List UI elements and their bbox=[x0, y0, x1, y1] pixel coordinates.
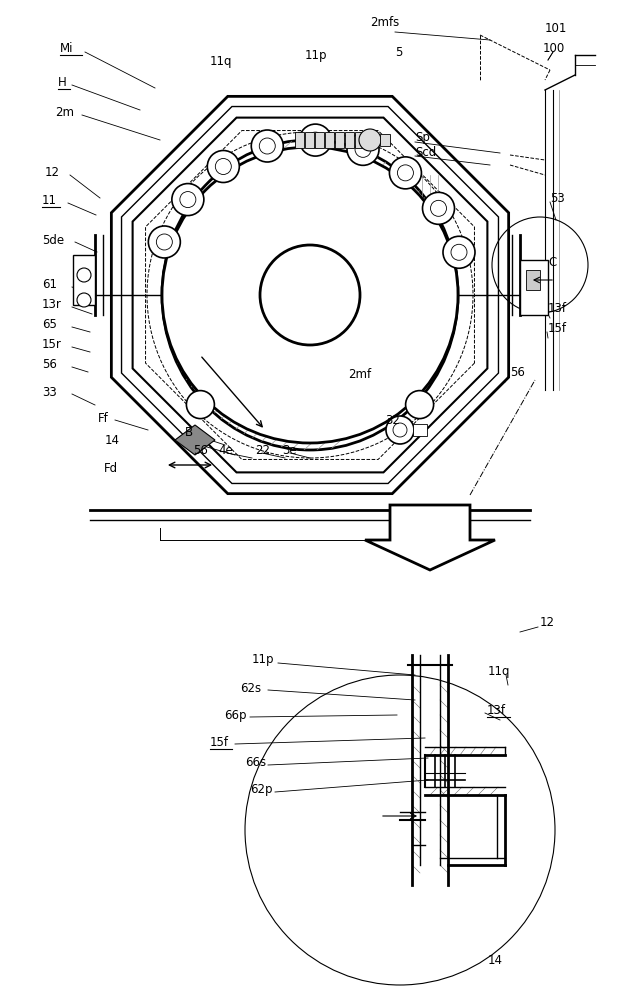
Circle shape bbox=[299, 124, 332, 156]
Circle shape bbox=[386, 416, 414, 444]
Text: 15f: 15f bbox=[548, 322, 567, 334]
Circle shape bbox=[77, 268, 91, 282]
Polygon shape bbox=[111, 96, 509, 494]
Text: 12: 12 bbox=[45, 165, 60, 178]
Text: 4e: 4e bbox=[218, 444, 233, 456]
Text: 5: 5 bbox=[395, 45, 402, 58]
Text: 13f: 13f bbox=[487, 704, 506, 716]
Circle shape bbox=[406, 391, 433, 419]
Text: 15r: 15r bbox=[42, 338, 62, 352]
Circle shape bbox=[347, 133, 379, 165]
Circle shape bbox=[359, 129, 381, 151]
Circle shape bbox=[443, 236, 475, 268]
Circle shape bbox=[422, 192, 455, 224]
Text: H: H bbox=[58, 76, 66, 89]
Bar bbox=[295, 132, 304, 148]
Text: 11p: 11p bbox=[252, 654, 274, 666]
Text: 11q: 11q bbox=[488, 666, 510, 678]
Text: 3e: 3e bbox=[282, 444, 297, 456]
Text: 65: 65 bbox=[42, 318, 57, 332]
Text: 62s: 62s bbox=[240, 682, 261, 694]
Text: 12: 12 bbox=[540, 616, 555, 630]
Bar bbox=[520, 260, 548, 315]
Polygon shape bbox=[365, 505, 495, 570]
Circle shape bbox=[260, 245, 360, 345]
Text: 56: 56 bbox=[42, 359, 57, 371]
Text: 66p: 66p bbox=[224, 708, 247, 722]
Text: Ff: Ff bbox=[98, 412, 109, 424]
Text: 62p: 62p bbox=[250, 784, 273, 796]
Bar bbox=[335, 132, 344, 148]
Bar bbox=[526, 270, 540, 290]
Ellipse shape bbox=[162, 140, 458, 450]
Circle shape bbox=[207, 150, 239, 182]
Text: Mi: Mi bbox=[60, 41, 73, 54]
Text: 66s: 66s bbox=[245, 756, 266, 768]
Text: Scd: Scd bbox=[415, 146, 436, 159]
Bar bbox=[413, 424, 427, 436]
Text: 13r: 13r bbox=[42, 298, 62, 312]
Text: 56: 56 bbox=[510, 365, 525, 378]
Text: 56: 56 bbox=[193, 444, 208, 456]
Text: 14: 14 bbox=[105, 434, 120, 446]
Circle shape bbox=[77, 293, 91, 307]
Text: 101: 101 bbox=[545, 21, 568, 34]
Text: Sp: Sp bbox=[415, 131, 430, 144]
Circle shape bbox=[186, 391, 214, 419]
Polygon shape bbox=[175, 425, 215, 455]
Text: 32: 32 bbox=[385, 414, 400, 426]
Circle shape bbox=[252, 130, 283, 162]
Bar bbox=[345, 132, 354, 148]
Bar bbox=[380, 134, 390, 146]
Text: 100: 100 bbox=[543, 41, 565, 54]
Bar bbox=[315, 132, 324, 148]
Bar bbox=[73, 255, 95, 305]
Text: 2mf: 2mf bbox=[348, 368, 371, 381]
Text: 33: 33 bbox=[42, 385, 57, 398]
Text: 15f: 15f bbox=[210, 736, 229, 748]
Text: 2m: 2m bbox=[55, 105, 74, 118]
Text: 11: 11 bbox=[42, 194, 57, 207]
Circle shape bbox=[162, 147, 458, 443]
Text: 14: 14 bbox=[488, 954, 503, 966]
Circle shape bbox=[389, 157, 422, 189]
Circle shape bbox=[172, 184, 204, 216]
Text: 11p: 11p bbox=[305, 48, 327, 62]
Text: 5de: 5de bbox=[42, 233, 64, 246]
Text: Fd: Fd bbox=[104, 462, 118, 475]
Text: 2mfs: 2mfs bbox=[370, 15, 399, 28]
Text: 61: 61 bbox=[42, 278, 57, 292]
Text: 53: 53 bbox=[550, 192, 564, 205]
Bar bbox=[355, 132, 364, 148]
Text: C: C bbox=[548, 255, 556, 268]
Text: B: B bbox=[185, 426, 193, 438]
Text: 13f: 13f bbox=[548, 302, 567, 314]
Bar bbox=[305, 132, 314, 148]
Circle shape bbox=[148, 226, 180, 258]
Bar bbox=[325, 132, 334, 148]
Text: 22: 22 bbox=[255, 444, 270, 456]
Text: 11q: 11q bbox=[210, 55, 232, 68]
